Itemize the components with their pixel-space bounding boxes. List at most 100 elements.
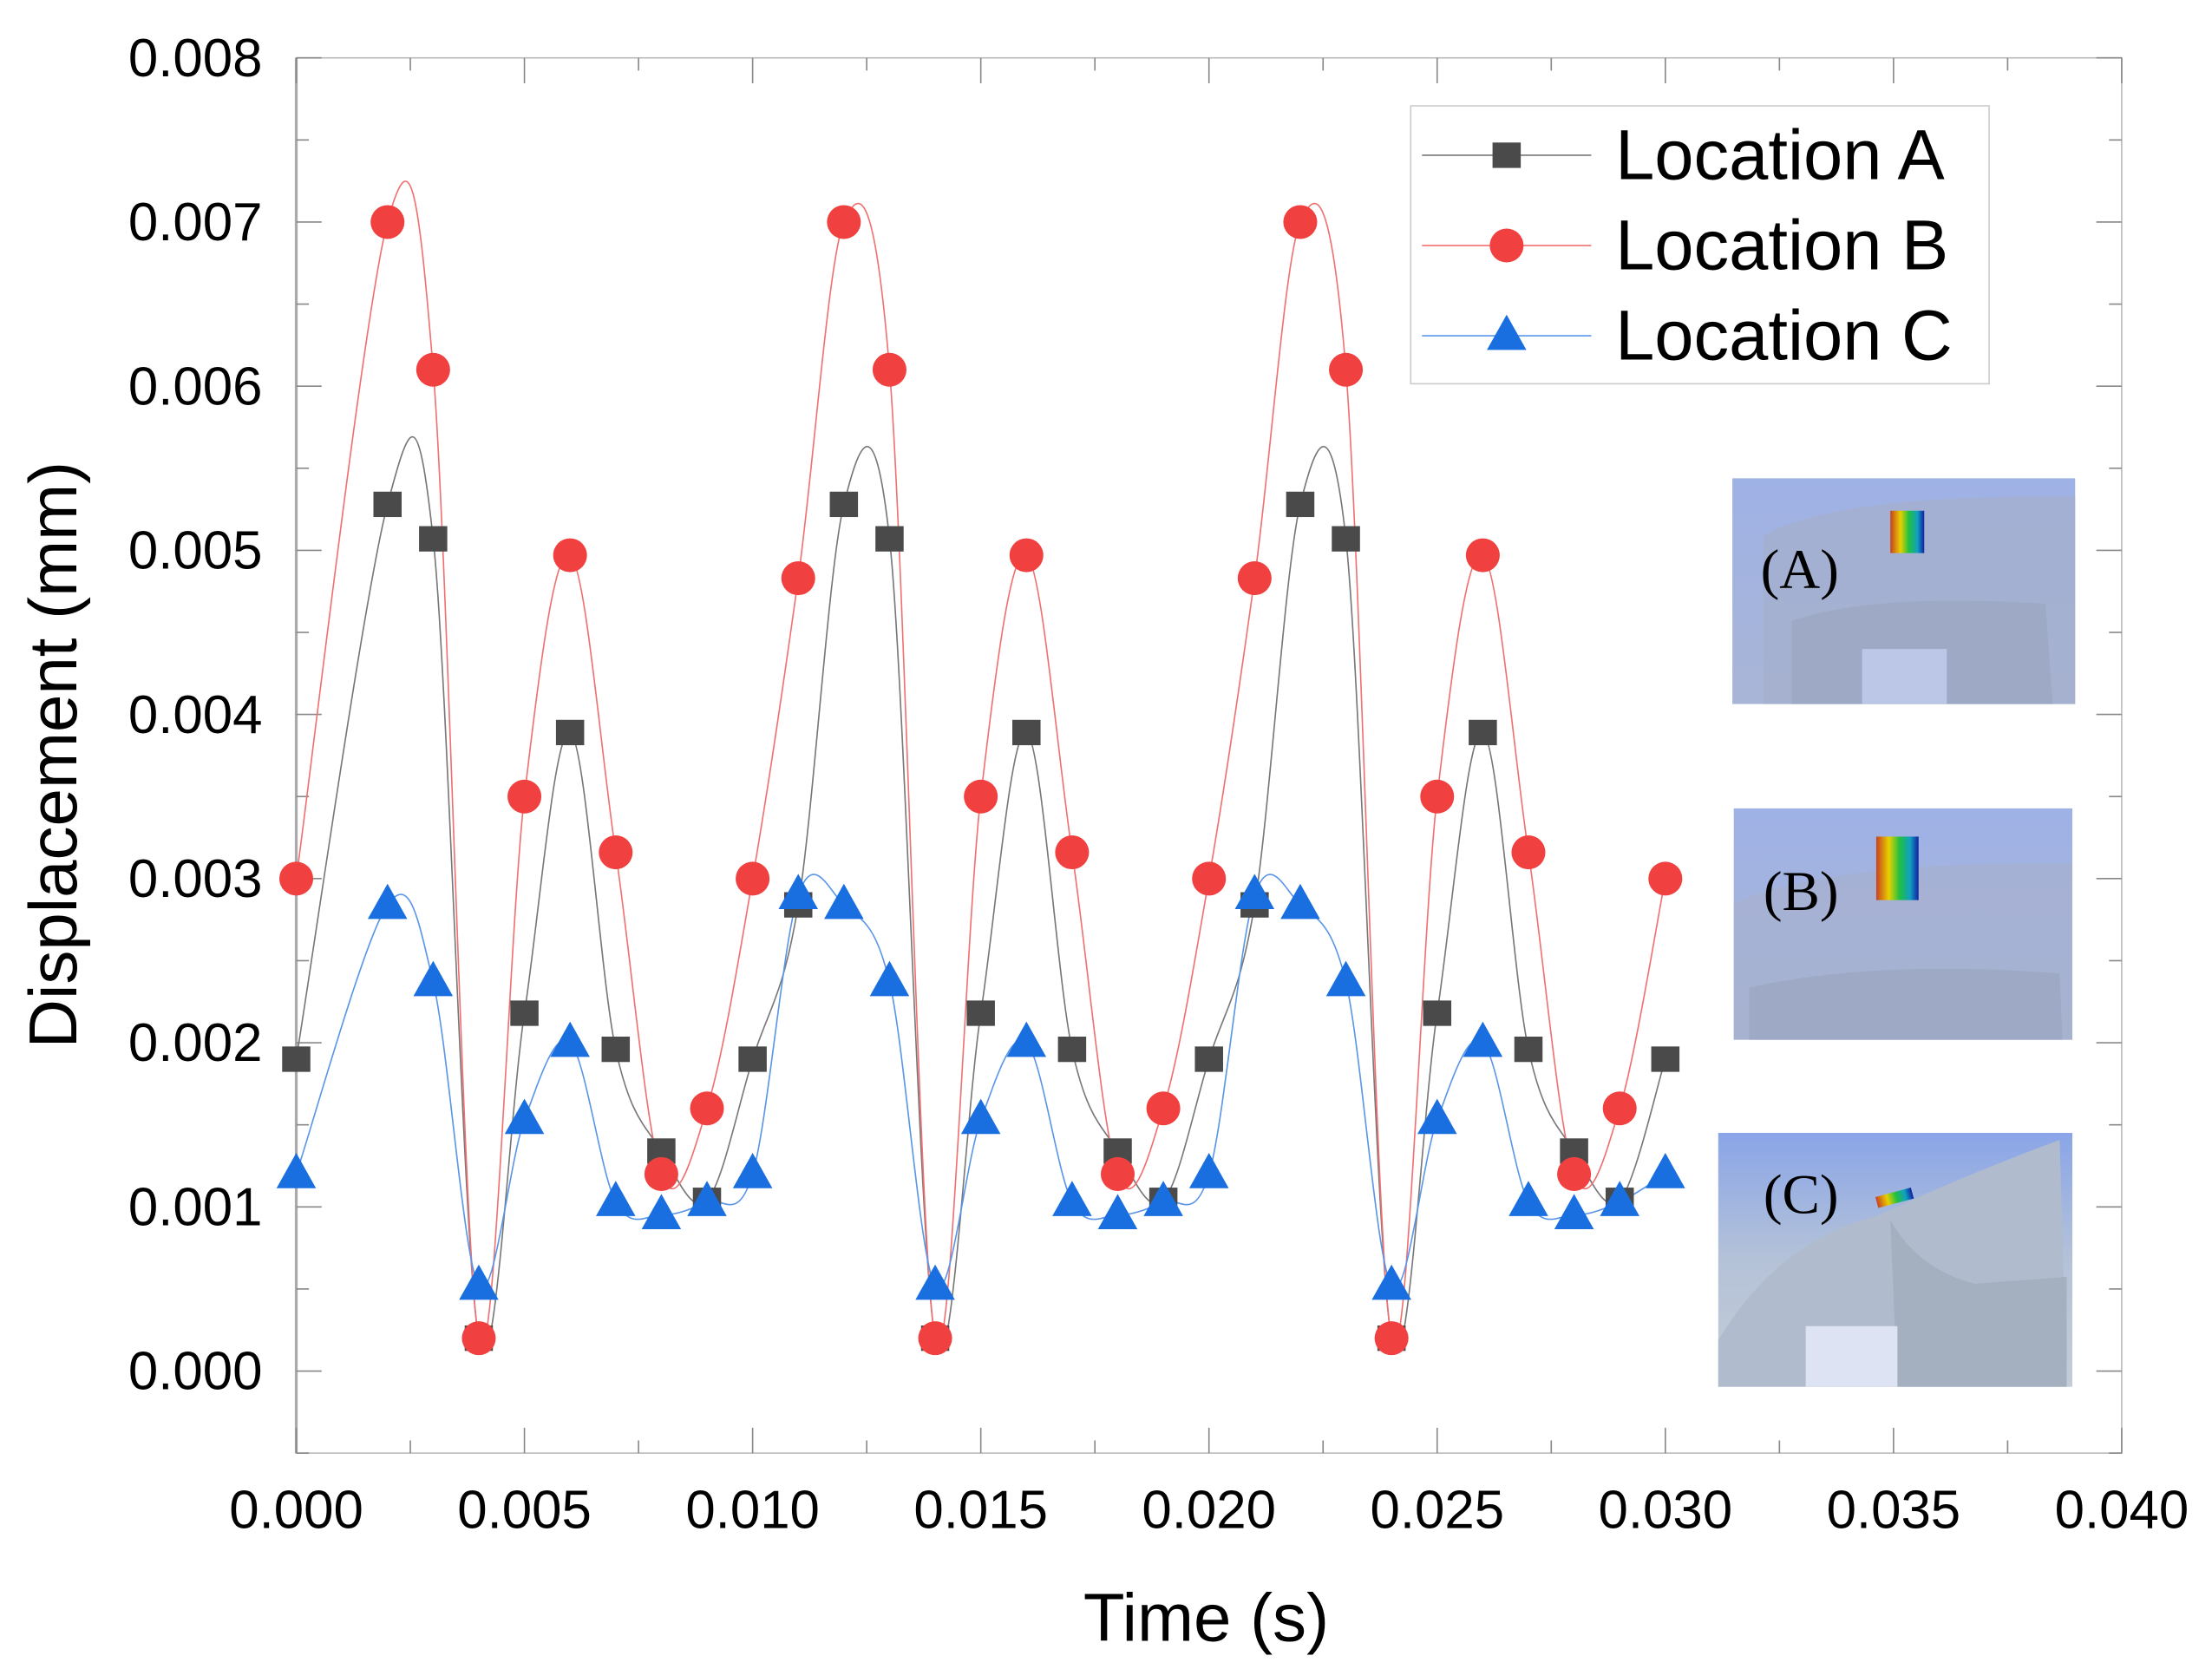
data-point [1052, 1181, 1092, 1216]
data-point [690, 1091, 724, 1126]
data-point [1332, 526, 1360, 552]
data-point [373, 491, 402, 518]
data-point [1646, 1153, 1685, 1188]
data-point [964, 779, 998, 814]
y-axis-title: Displacement (mm) [15, 461, 91, 1049]
data-point [461, 1321, 496, 1356]
data-point [1146, 1091, 1181, 1126]
y-tick-label: 0.005 [128, 521, 263, 581]
data-point [370, 205, 405, 239]
series-line-3 [295, 874, 1666, 1289]
data-point [1325, 960, 1366, 997]
inset-label: (A) [1761, 539, 1839, 601]
data-point [1192, 861, 1227, 896]
y-tick-label: 0.007 [128, 193, 263, 252]
data-point [915, 1264, 955, 1300]
data-point [1194, 1046, 1223, 1072]
data-point [1286, 491, 1315, 518]
data-point [1329, 352, 1364, 387]
y-tick-label: 0.000 [128, 1342, 263, 1402]
data-point [1237, 561, 1272, 596]
data-point [599, 835, 633, 870]
data-point [367, 883, 408, 920]
data-point [459, 1264, 499, 1300]
data-point [279, 861, 314, 896]
x-tick-label: 0.020 [1142, 1480, 1276, 1540]
data-point [553, 538, 587, 573]
data-point [596, 1181, 636, 1216]
data-point [510, 1000, 539, 1026]
legend-marker [1489, 228, 1524, 263]
data-point [1417, 1098, 1457, 1135]
data-point [507, 779, 542, 814]
data-point [875, 526, 904, 552]
legend-label: Location B [1615, 206, 1948, 285]
data-point [1055, 835, 1090, 870]
data-point [641, 1194, 682, 1230]
y-tick-label: 0.006 [128, 357, 263, 416]
data-point [1651, 1046, 1680, 1072]
data-point [960, 1098, 1001, 1135]
legend-label: Location C [1615, 297, 1953, 376]
inset-b: (B) [1733, 808, 2072, 1040]
series-line-2 [295, 180, 1666, 1346]
inset-c: (C) [1718, 1132, 2072, 1387]
data-point [550, 1021, 590, 1057]
data-point [416, 352, 450, 387]
legend: Location A Location B Location C [1410, 105, 1990, 385]
data-point [1600, 1181, 1639, 1216]
data-point [918, 1321, 952, 1356]
data-point [1371, 1264, 1411, 1300]
data-point [644, 1156, 678, 1191]
data-point [1280, 883, 1320, 920]
data-point [1006, 1021, 1047, 1057]
data-point [781, 561, 815, 596]
data-point [1508, 1181, 1548, 1216]
data-point [1374, 1321, 1409, 1356]
data-point [419, 526, 448, 552]
data-point [1465, 538, 1500, 573]
data-point [1511, 835, 1546, 870]
data-point [276, 1153, 317, 1188]
data-point [1554, 1194, 1594, 1230]
data-point [1188, 1153, 1229, 1188]
data-point [413, 960, 454, 997]
data-point [687, 1181, 727, 1216]
data-point [738, 1046, 767, 1072]
data-point [1469, 719, 1497, 746]
data-point [732, 1153, 773, 1188]
legend-marker [1487, 314, 1527, 350]
x-tick-label: 0.030 [1599, 1480, 1733, 1540]
data-point [1009, 538, 1044, 573]
inset-label: (B) [1764, 861, 1839, 923]
data-point [282, 1046, 311, 1072]
axes-frame: 0.000 0.005 0.010 0.015 0.020 0.025 0.030 0.035… [128, 29, 2189, 1540]
data-point [829, 491, 859, 518]
data-point [504, 1098, 545, 1135]
x-axis-title: Time (s) [1083, 1579, 1329, 1655]
data-point [1602, 1091, 1637, 1126]
data-point [1097, 1194, 1138, 1230]
inset-a: (A) [1732, 478, 2076, 704]
data-point [1057, 1036, 1087, 1063]
data-point [601, 1036, 631, 1063]
data-point [824, 883, 864, 920]
x-tick-label: 0.025 [1370, 1480, 1504, 1540]
data-point [778, 874, 818, 910]
data-point [1012, 719, 1041, 746]
data-point [1143, 1181, 1183, 1216]
data-point [869, 960, 910, 997]
x-tick-label: 0.035 [1827, 1480, 1961, 1540]
y-tick-label: 0.004 [128, 685, 263, 745]
series-markers [276, 205, 1685, 1356]
x-tick-label: 0.040 [2055, 1480, 2189, 1540]
data-point [1463, 1021, 1503, 1057]
y-tick-label: 0.002 [128, 1013, 263, 1073]
data-point [966, 1000, 995, 1026]
data-point [1234, 874, 1275, 910]
x-tick-label: 0.005 [457, 1480, 592, 1540]
y-tick-label: 0.001 [128, 1177, 263, 1237]
data-point [1283, 205, 1318, 239]
data-point [1648, 861, 1683, 896]
